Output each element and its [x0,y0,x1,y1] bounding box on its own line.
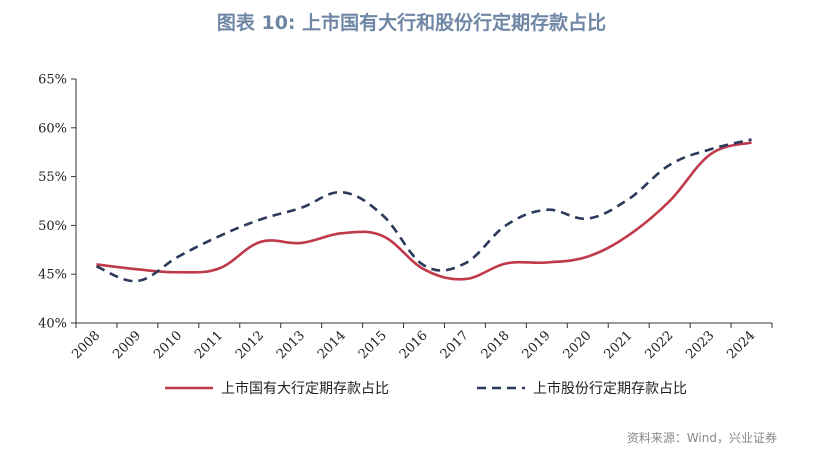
x-tick-label: 2016 [397,328,431,362]
data-point-series-2 [259,218,262,221]
chart-title: 图表 10: 上市国有大行和股份行定期存款占比 [216,12,607,34]
data-point-series-1 [750,141,753,144]
series-line-2 [95,138,752,283]
x-tick-label: 2014 [315,328,349,362]
data-point-series-2 [95,265,98,268]
data-point-series-1 [382,235,385,238]
data-point-series-2 [341,191,344,194]
legend-label-1: 上市国有大行定期存款占比 [221,380,389,397]
x-tick-label: 2018 [479,328,513,362]
data-point-series-2 [464,262,467,265]
data-point-series-1 [709,153,712,156]
data-point-series-1 [300,242,303,245]
y-tick-label: 40% [38,317,67,332]
data-point-series-2 [750,138,753,141]
x-tick-label: 2021 [602,328,636,362]
y-tick-label: 45% [38,268,67,283]
x-tick-label: 2012 [233,328,267,362]
data-point-series-1 [627,234,630,237]
x-tick-label: 2009 [110,328,144,362]
data-point-series-2 [218,235,221,238]
y-tick-label: 65% [38,73,67,88]
data-point-series-2 [136,280,139,283]
y-tick-label: 60% [38,121,67,136]
data-point-series-2 [668,164,671,167]
data-point-series-1 [341,232,344,235]
x-tick-label: 2023 [683,328,717,362]
y-tick-label: 55% [38,170,67,185]
x-tick-label: 2017 [438,328,472,362]
source-note: 资料来源：Wind，兴业证券 [626,431,777,445]
data-point-series-2 [423,264,426,267]
data-point-series-1 [668,200,671,203]
data-point-series-2 [627,198,630,201]
data-point-series-1 [464,278,467,281]
x-tick-label: 2022 [642,328,676,362]
data-point-series-2 [177,255,180,258]
data-point-series-1 [259,241,262,244]
x-tick-label: 2020 [561,328,595,362]
series-line-1 [96,141,752,281]
data-point-series-2 [300,207,303,210]
data-point-series-1 [177,271,180,274]
data-point-series-2 [546,208,549,211]
data-point-series-1 [546,261,549,264]
data-point-series-1 [218,267,221,270]
data-point-series-1 [136,268,139,271]
legend-label-2: 上市股份行定期存款占比 [533,380,687,397]
x-tick-label: 2013 [274,328,308,362]
x-tick-label: 2019 [520,328,554,362]
data-point-series-2 [382,214,385,217]
x-tick-label: 2015 [356,328,390,362]
data-point-series-2 [586,217,589,220]
x-tick-label: 2011 [192,328,226,362]
data-point-series-1 [423,268,426,271]
data-point-series-2 [505,224,508,227]
x-tick-label: 2024 [724,328,758,362]
y-tick-label: 50% [38,219,67,234]
data-point-series-2 [709,148,712,151]
data-point-series-1 [586,255,589,258]
data-point-series-1 [505,262,508,265]
x-tick-label: 2008 [69,328,103,362]
x-tick-label: 2010 [151,328,185,362]
